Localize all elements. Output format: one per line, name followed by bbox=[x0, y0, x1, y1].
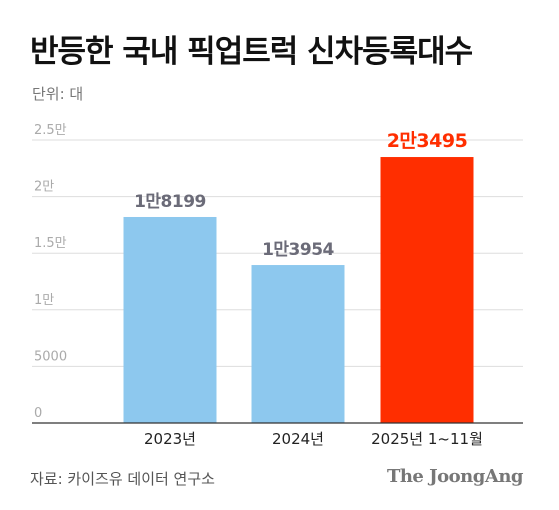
source-note: 자료: 카이즈유 데이터 연구소 bbox=[30, 470, 215, 488]
unit-label: 단위: 대 bbox=[32, 85, 84, 103]
y-tick-label: 0 bbox=[34, 406, 42, 421]
y-tick-label: 5000 bbox=[34, 349, 67, 364]
x-tick-label: 2024년 bbox=[272, 430, 324, 448]
x-tick-label: 2023년 bbox=[144, 430, 196, 448]
brand-logo: The JoongAng bbox=[386, 466, 524, 487]
y-tick-label: 2.5만 bbox=[34, 123, 67, 138]
chart-title: 반등한 국내 픽업트럭 신차등록대수 bbox=[30, 34, 473, 70]
y-tick-label: 1만 bbox=[34, 293, 54, 308]
bar bbox=[123, 216, 217, 423]
y-tick-label: 1.5만 bbox=[34, 236, 67, 251]
data-label: 1만3954 bbox=[262, 240, 334, 260]
bar bbox=[380, 157, 474, 423]
bar bbox=[251, 265, 345, 423]
data-label: 2만3495 bbox=[387, 130, 468, 152]
y-tick-label: 2만 bbox=[34, 180, 54, 195]
data-label: 1만8199 bbox=[134, 192, 206, 212]
x-tick-label: 2025년 1~11월 bbox=[371, 430, 483, 448]
